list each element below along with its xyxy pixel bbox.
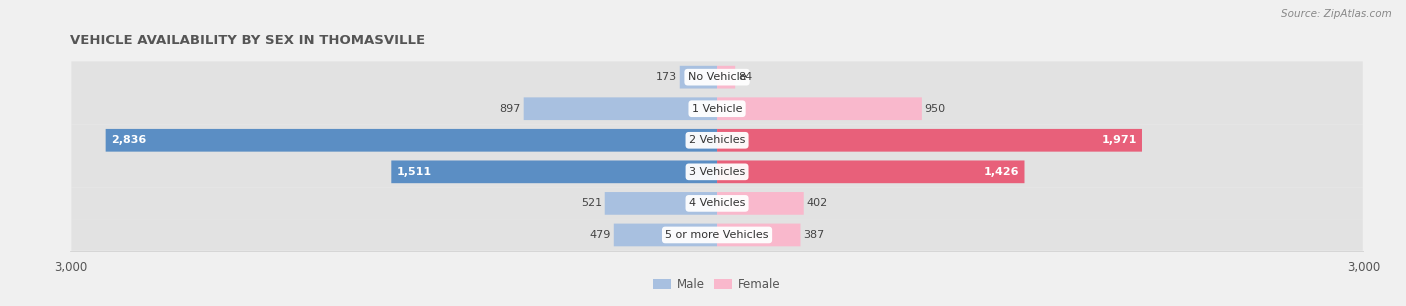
Text: 950: 950 xyxy=(925,104,946,114)
Legend: Male, Female: Male, Female xyxy=(648,273,786,296)
Text: 1 Vehicle: 1 Vehicle xyxy=(692,104,742,114)
Text: 5 or more Vehicles: 5 or more Vehicles xyxy=(665,230,769,240)
Text: Source: ZipAtlas.com: Source: ZipAtlas.com xyxy=(1281,9,1392,19)
Text: 1,426: 1,426 xyxy=(984,167,1019,177)
FancyBboxPatch shape xyxy=(72,188,1362,219)
Text: 1,971: 1,971 xyxy=(1101,135,1136,145)
FancyBboxPatch shape xyxy=(391,160,717,183)
FancyBboxPatch shape xyxy=(105,129,717,152)
Text: 402: 402 xyxy=(806,198,828,208)
FancyBboxPatch shape xyxy=(717,66,735,88)
FancyBboxPatch shape xyxy=(717,192,804,215)
Text: No Vehicle: No Vehicle xyxy=(688,72,747,82)
FancyBboxPatch shape xyxy=(717,160,1025,183)
FancyBboxPatch shape xyxy=(72,93,1362,125)
Text: 2,836: 2,836 xyxy=(111,135,146,145)
FancyBboxPatch shape xyxy=(72,125,1362,156)
Text: 521: 521 xyxy=(581,198,602,208)
Text: VEHICLE AVAILABILITY BY SEX IN THOMASVILLE: VEHICLE AVAILABILITY BY SEX IN THOMASVIL… xyxy=(70,34,426,47)
FancyBboxPatch shape xyxy=(72,62,1362,93)
Text: 897: 897 xyxy=(499,104,522,114)
FancyBboxPatch shape xyxy=(605,192,717,215)
Text: 387: 387 xyxy=(803,230,824,240)
FancyBboxPatch shape xyxy=(523,97,717,120)
FancyBboxPatch shape xyxy=(72,219,1362,251)
Text: 173: 173 xyxy=(657,72,678,82)
FancyBboxPatch shape xyxy=(717,97,922,120)
FancyBboxPatch shape xyxy=(614,224,717,246)
Text: 1,511: 1,511 xyxy=(396,167,432,177)
Text: 4 Vehicles: 4 Vehicles xyxy=(689,198,745,208)
Text: 479: 479 xyxy=(591,230,612,240)
Text: 3 Vehicles: 3 Vehicles xyxy=(689,167,745,177)
FancyBboxPatch shape xyxy=(72,156,1362,188)
FancyBboxPatch shape xyxy=(679,66,717,88)
FancyBboxPatch shape xyxy=(717,224,800,246)
Text: 84: 84 xyxy=(738,72,752,82)
FancyBboxPatch shape xyxy=(717,129,1142,152)
Text: 2 Vehicles: 2 Vehicles xyxy=(689,135,745,145)
